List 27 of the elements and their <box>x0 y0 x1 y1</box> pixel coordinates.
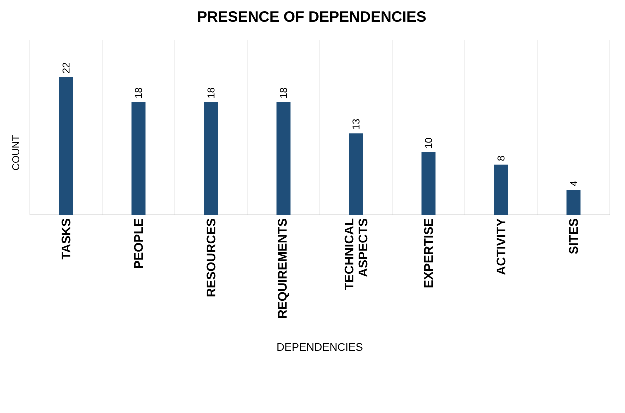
bar <box>422 152 436 215</box>
bar <box>349 134 364 215</box>
bar <box>276 102 291 215</box>
x-tick-label: EXPERTISE <box>424 219 434 288</box>
x-axis-title: DEPENDENCIES <box>278 343 363 352</box>
x-tick-label: RESOURCES <box>206 219 216 297</box>
data-label: 18 <box>208 88 215 98</box>
x-tick-label: PEOPLE <box>134 219 144 268</box>
x-tick-label: TECHNICAL ASPECTS <box>344 218 368 290</box>
data-label: 18 <box>135 88 142 98</box>
bar <box>494 164 508 215</box>
data-label: 13 <box>352 119 360 130</box>
data-label: 18 <box>280 88 288 98</box>
x-tick-label: ACTIVITY <box>496 218 506 275</box>
data-label: 10 <box>425 138 432 148</box>
bar <box>204 102 218 215</box>
x-tick-label: TASKS <box>62 219 71 260</box>
bar <box>59 77 74 215</box>
bar <box>132 102 146 215</box>
bar <box>566 190 581 215</box>
data-label: 4 <box>570 181 578 186</box>
x-tick-label: REQUIREMENTS <box>278 219 290 318</box>
data-label: 22 <box>62 63 70 74</box>
data-label: 8 <box>498 156 505 161</box>
chart-title: PRESENCE OF DEPENDENCIES <box>198 12 426 22</box>
y-axis-title: COUNT <box>12 136 20 170</box>
x-tick-label: SITES <box>569 219 578 254</box>
